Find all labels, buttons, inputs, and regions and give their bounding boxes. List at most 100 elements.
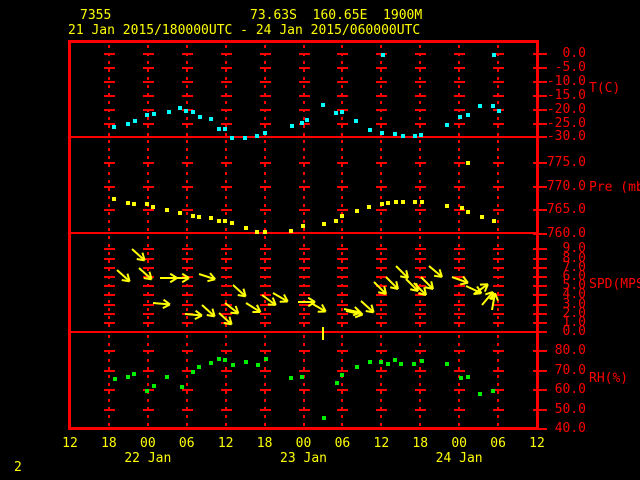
grid-column xyxy=(419,335,422,426)
y-tick-label: 760.0 xyxy=(546,225,586,241)
grid-cross-tick xyxy=(142,185,154,188)
grid-cross-tick xyxy=(103,408,115,411)
grid-cross-tick xyxy=(181,389,193,392)
y-tick-label: -15.0 xyxy=(546,87,586,103)
grid-cross-tick xyxy=(454,94,466,97)
data-point-relative_humidity xyxy=(230,362,235,367)
grid-cross-tick xyxy=(493,408,505,411)
grid-cross-tick xyxy=(220,248,232,251)
grid-cross-tick xyxy=(454,275,466,278)
grid-cross-tick xyxy=(181,321,193,324)
grid-cross-tick xyxy=(142,257,154,260)
grid-cross-tick xyxy=(142,408,154,411)
grid-column xyxy=(458,45,461,136)
y-tick-label: 40.0 xyxy=(554,421,586,437)
grid-cross-tick xyxy=(142,53,154,55)
y-tick-label: 0.0 xyxy=(562,46,586,61)
data-point-temperature xyxy=(126,122,131,127)
data-point-relative_humidity xyxy=(165,374,170,379)
grid-cross-tick xyxy=(298,185,310,188)
grid-cross-tick xyxy=(103,53,115,55)
y-tick-label: 2.0 xyxy=(562,305,586,321)
grid-cross-tick xyxy=(298,275,310,278)
grid-column xyxy=(341,236,344,331)
grid-cross-tick xyxy=(103,122,115,125)
grid-cross-tick xyxy=(142,122,154,125)
grid-column xyxy=(107,335,110,426)
grid-cross-tick xyxy=(220,209,232,211)
grid-cross-tick xyxy=(259,80,271,83)
grid-cross-tick xyxy=(298,108,310,111)
data-point-pressure xyxy=(459,206,464,211)
grid-cross-tick xyxy=(415,257,427,260)
grid-cross-tick xyxy=(493,275,505,278)
panel-label-temperature: T(C) xyxy=(589,81,621,96)
grid-cross-tick xyxy=(493,185,505,188)
grid-cross-tick xyxy=(415,80,427,83)
grid-cross-tick xyxy=(298,162,310,164)
grid-cross-tick xyxy=(142,80,154,83)
data-point-relative_humidity xyxy=(145,388,150,393)
y-tick-label: 765.0 xyxy=(546,202,586,217)
grid-cross-tick xyxy=(337,94,349,97)
grid-cross-tick xyxy=(259,53,271,55)
grid-cross-tick xyxy=(259,209,271,211)
hour-label: 00 xyxy=(140,436,156,451)
data-point-temperature xyxy=(191,109,196,114)
grid-cross-tick xyxy=(415,303,427,306)
y-axis-tick xyxy=(533,232,547,235)
data-point-temperature xyxy=(151,112,156,117)
grid-cross-tick xyxy=(220,408,232,411)
hour-label: 12 xyxy=(62,436,78,451)
grid-cross-tick xyxy=(181,294,193,297)
grid-cross-tick xyxy=(454,350,466,352)
grid-cross-tick xyxy=(376,285,388,288)
grid-cross-tick xyxy=(415,312,427,315)
grid-cross-tick xyxy=(142,294,154,297)
panel-label-relative_humidity: RH(%) xyxy=(589,371,629,386)
grid-cross-tick xyxy=(337,294,349,297)
grid-cross-tick xyxy=(376,303,388,306)
grid-cross-tick xyxy=(142,66,154,69)
grid-cross-tick xyxy=(454,285,466,288)
panel-divider xyxy=(70,136,537,138)
grid-cross-tick xyxy=(454,369,466,372)
data-point-temperature xyxy=(178,105,183,110)
grid-cross-tick xyxy=(181,94,193,97)
grid-cross-tick xyxy=(103,185,115,188)
grid-cross-tick xyxy=(103,285,115,288)
grid-cross-tick xyxy=(259,275,271,278)
data-point-pressure xyxy=(444,203,449,208)
data-point-relative_humidity xyxy=(379,359,384,364)
grid-cross-tick xyxy=(454,257,466,260)
grid-cross-tick xyxy=(259,369,271,372)
grid-cross-tick xyxy=(415,248,427,251)
data-point-temperature xyxy=(197,114,202,119)
grid-cross-tick xyxy=(337,80,349,83)
grid-cross-tick xyxy=(298,248,310,251)
grid-cross-tick xyxy=(259,94,271,97)
grid-cross-tick xyxy=(298,257,310,260)
grid-cross-tick xyxy=(259,266,271,269)
data-point-pressure xyxy=(190,213,195,218)
grid-cross-tick xyxy=(298,266,310,269)
data-point-pressure xyxy=(223,219,228,224)
grid-cross-tick xyxy=(415,185,427,188)
grid-cross-tick xyxy=(493,53,505,55)
grid-cross-tick xyxy=(142,285,154,288)
grid-cross-tick xyxy=(454,209,466,211)
data-point-pressure xyxy=(379,201,384,206)
grid-cross-tick xyxy=(142,248,154,251)
y-axis-tick xyxy=(533,321,547,324)
grid-cross-tick xyxy=(298,408,310,411)
grid-cross-tick xyxy=(493,94,505,97)
grid-cross-tick xyxy=(493,321,505,324)
day-label: 24 Jan xyxy=(435,451,483,466)
data-point-pressure xyxy=(321,222,326,227)
grid-cross-tick xyxy=(298,285,310,288)
data-point-temperature xyxy=(243,136,248,141)
grid-column xyxy=(224,236,227,331)
y-axis-tick xyxy=(533,209,547,211)
y-axis-tick xyxy=(533,369,547,372)
grid-cross-tick xyxy=(220,285,232,288)
